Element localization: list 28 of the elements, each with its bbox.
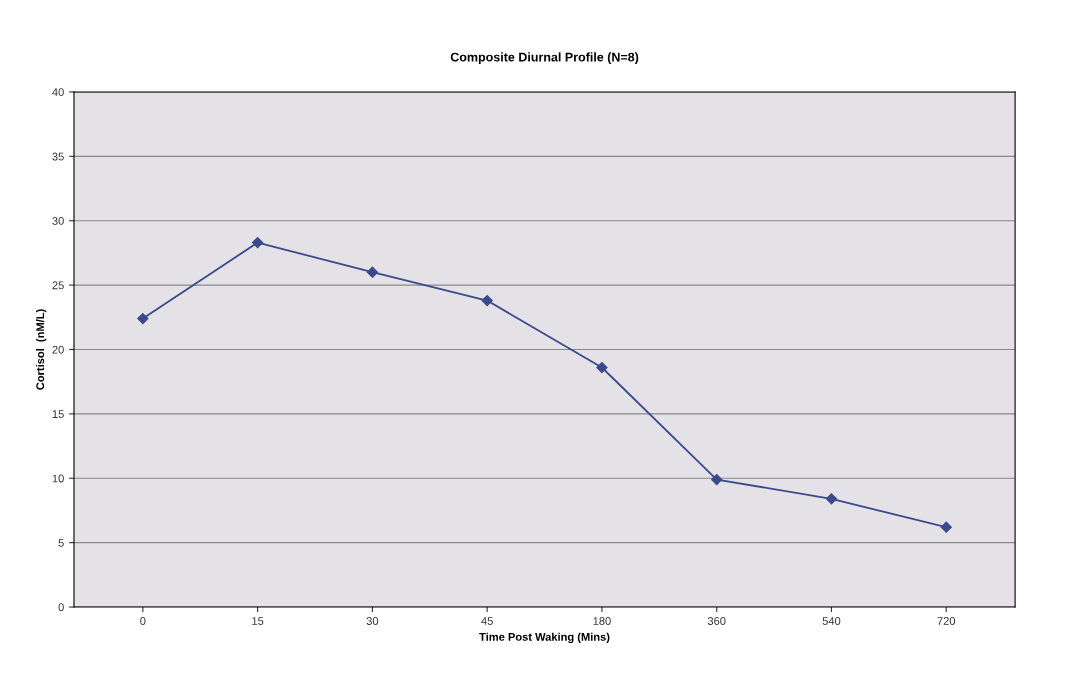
y-tick-label: 40: [52, 88, 64, 97]
point: [137, 312, 149, 325]
y-tick-label: 10: [52, 474, 64, 483]
x-tick-label: 45: [481, 617, 493, 625]
point: [711, 473, 723, 486]
y-tick-label: 5: [58, 539, 64, 547]
x-tick-label: 30: [366, 617, 379, 625]
point: [481, 294, 493, 307]
y-axis-title: Cortisol (nM/L): [35, 309, 47, 390]
x-tick-label: 0: [140, 617, 146, 625]
y-tick-label: 25: [52, 281, 64, 290]
point: [825, 493, 838, 505]
x-tick-label: 720: [937, 617, 956, 625]
x-tick-label: 15: [252, 617, 264, 625]
x-axis-title: Time Post Waking (Mins): [479, 632, 610, 644]
y-tick-label: 15: [52, 410, 64, 419]
point: [940, 521, 952, 533]
point: [366, 266, 378, 278]
y-tick-label: 20: [52, 345, 64, 354]
x-tick-label: 360: [707, 617, 726, 625]
point: [596, 361, 608, 374]
x-tick-label: 540: [822, 617, 841, 625]
point: [252, 237, 264, 249]
chart-title: Composite Diurnal Profile (N=8): [450, 52, 639, 64]
y-tick-label: 30: [52, 216, 64, 225]
x-tick-label: 180: [593, 617, 611, 625]
y-tick-label: 0: [58, 603, 64, 612]
y-tick-label: 35: [52, 152, 64, 161]
